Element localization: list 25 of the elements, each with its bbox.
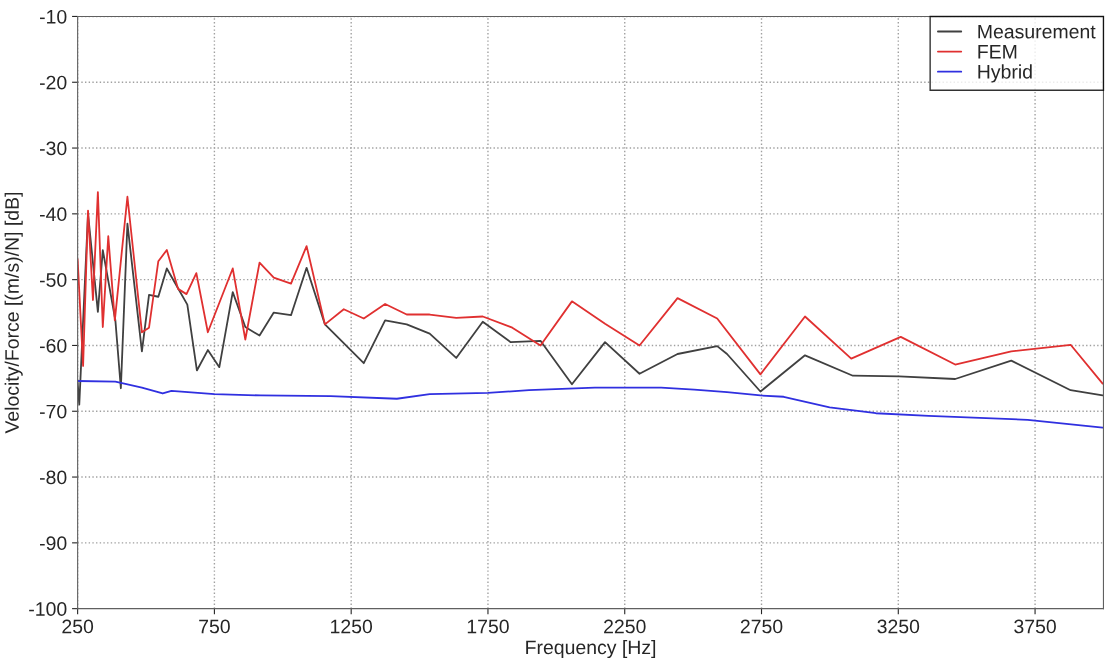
line-series [77, 380, 1104, 429]
x-tick-label: 2750 [740, 619, 783, 634]
x-axis-title: Frequency [Hz] [526, 639, 656, 658]
x-tick-label: 250 [62, 619, 94, 634]
y-tick-label: -90 [39, 536, 67, 551]
y-axis-title: Velocity/Force [(m/s)/N] [dB] [4, 192, 23, 434]
y-tick-label: -70 [39, 404, 67, 419]
y-tick-label: -50 [39, 273, 67, 287]
y-tick-label: -30 [39, 141, 67, 156]
y-tick-label: -10 [39, 9, 67, 24]
y-tick-label: -20 [39, 75, 67, 90]
y-tick-label: -100 [29, 602, 67, 616]
y-tick-label: -60 [39, 338, 67, 353]
x-tick-label: 1750 [467, 619, 509, 634]
legend-label: FEM [978, 45, 1017, 59]
x-tick-label: 3750 [1014, 619, 1056, 634]
x-tick-label: 3250 [877, 619, 920, 634]
y-tick-label: -40 [39, 207, 67, 222]
legend-label: Hybrid [978, 64, 1032, 83]
x-tick-label: 1250 [331, 619, 373, 634]
x-tick-label: 750 [199, 619, 230, 634]
x-tick-label: 2250 [604, 619, 646, 634]
legend-label: Measurement [978, 24, 1096, 39]
line-series [77, 191, 1104, 385]
y-tick-label: -80 [39, 470, 67, 485]
